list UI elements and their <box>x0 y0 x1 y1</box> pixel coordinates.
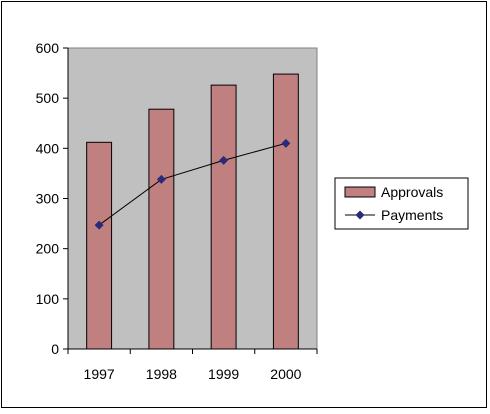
line-payments <box>98 142 287 226</box>
x-axis: 1997 1998 1999 2000 <box>67 348 318 382</box>
x-tick-label: 1998 <box>146 366 177 382</box>
y-tick-label: 500 <box>36 90 60 106</box>
line-series <box>94 138 291 230</box>
y-tick-label: 600 <box>36 40 60 56</box>
y-axis: 0 100 200 300 400 500 600 <box>36 40 69 357</box>
point-payments-2000 <box>281 138 291 148</box>
bar-series <box>86 73 299 350</box>
legend-label-payments: Payments <box>381 207 443 223</box>
bar-approvals-1999 <box>210 84 237 350</box>
y-tick-label: 400 <box>36 140 60 156</box>
legend: Approvals Payments <box>334 177 469 230</box>
bar-approvals-1997 <box>86 141 113 350</box>
legend-swatch-approvals <box>344 186 376 198</box>
chart: 0 100 200 300 400 500 600 1997 1998 1999 2000 App… <box>36 40 469 382</box>
chart-frame: 0 100 200 300 400 500 600 1997 1998 1999 2000 App… <box>1 1 487 408</box>
x-tick-label: 1999 <box>208 366 239 382</box>
x-tick-label: 1997 <box>84 366 115 382</box>
y-tick-label: 200 <box>36 241 60 257</box>
point-payments-1997 <box>94 220 104 230</box>
y-tick-label: 0 <box>51 341 59 357</box>
legend-marker-payments <box>355 210 365 220</box>
bar-approvals-1998 <box>148 108 175 350</box>
y-tick-label: 300 <box>36 191 60 207</box>
y-tick-label: 100 <box>36 291 60 307</box>
legend-label-approvals: Approvals <box>381 184 443 200</box>
x-tick-label: 2000 <box>270 366 301 382</box>
bar-approvals-2000 <box>272 73 299 350</box>
point-payments-1998 <box>156 174 166 184</box>
point-payments-1999 <box>219 155 229 165</box>
